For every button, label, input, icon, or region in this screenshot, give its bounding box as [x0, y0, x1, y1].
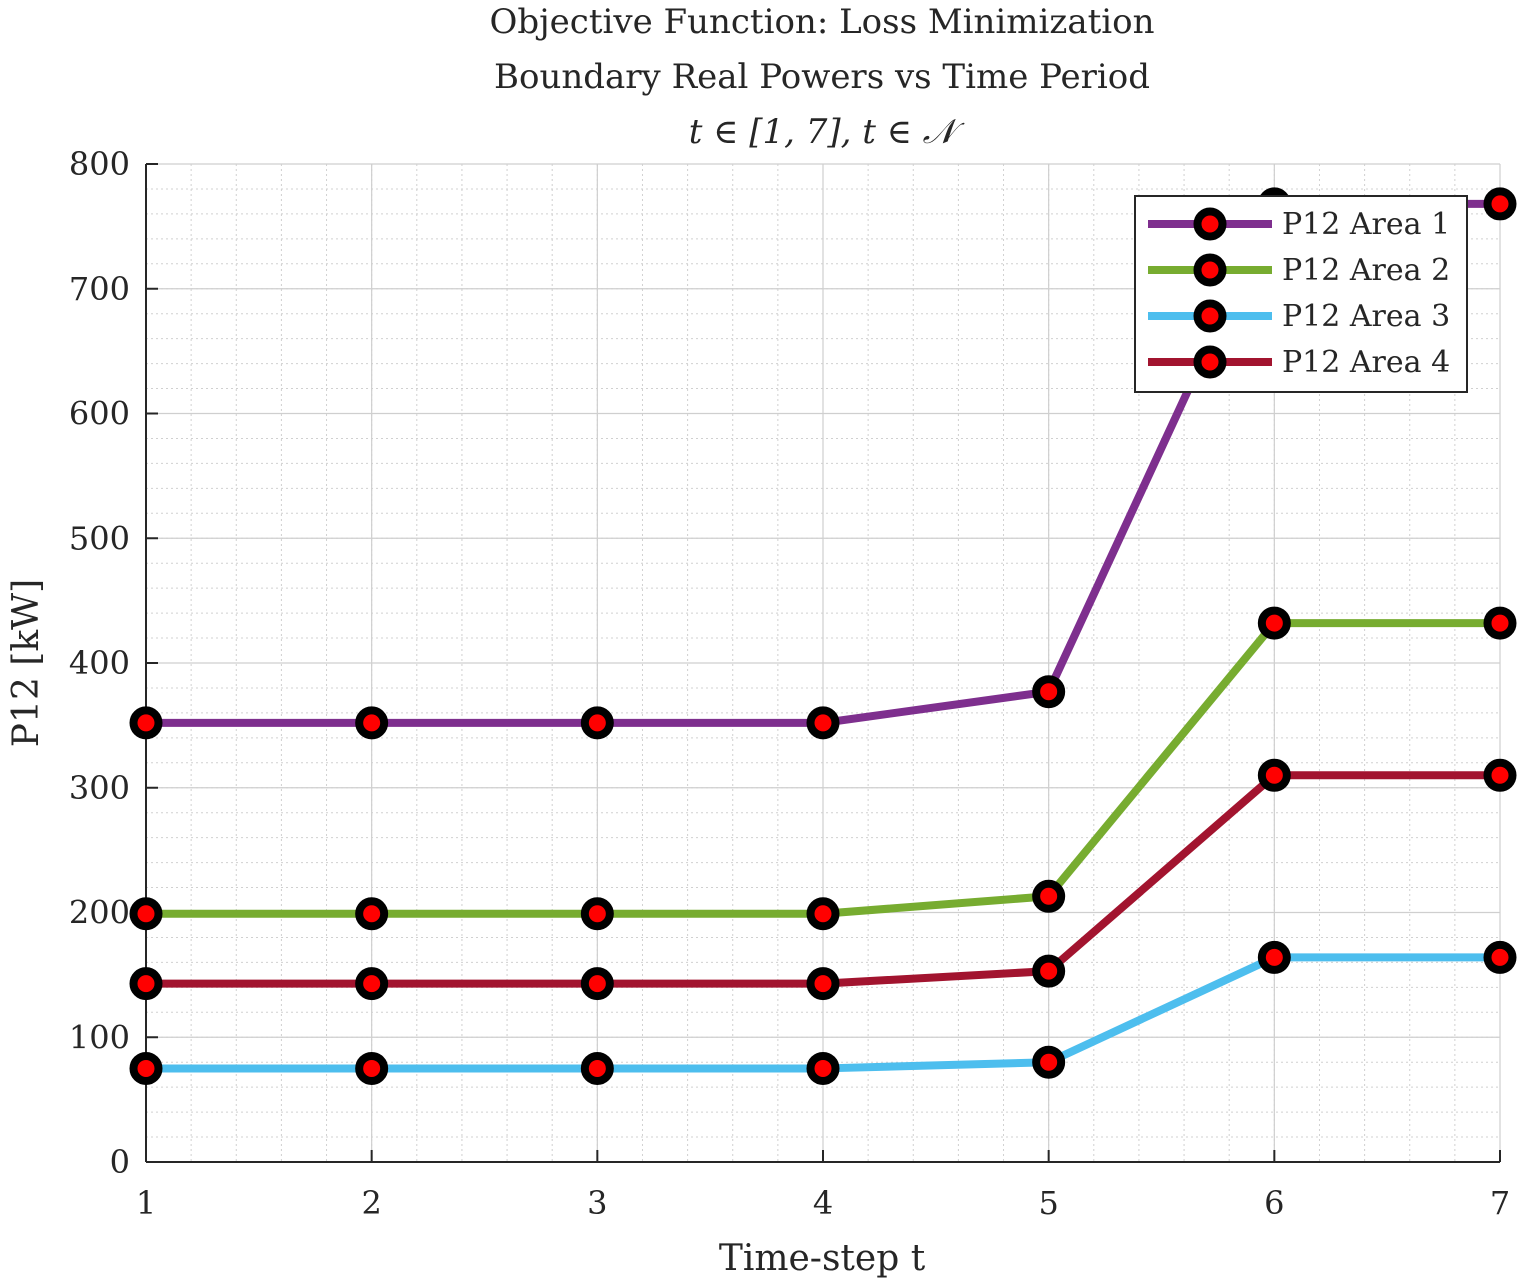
data-point-area-1 [129, 706, 163, 740]
data-point-area-3 [355, 1051, 389, 1085]
data-point-area-4 [1032, 954, 1066, 988]
legend-marker-2 [1193, 253, 1227, 287]
legend-label-1: P12 Area 1 [1282, 207, 1450, 242]
y-tick-label: 100 [69, 1018, 130, 1056]
data-point-area-3 [580, 1051, 614, 1085]
legend-marker-3 [1193, 299, 1227, 333]
data-point-area-2 [1032, 879, 1066, 913]
data-point-area-2 [580, 897, 614, 931]
data-point-area-4 [1257, 758, 1291, 792]
x-tick-label: 4 [813, 1184, 833, 1222]
y-tick-label: 500 [69, 519, 130, 557]
major-grid [145, 163, 1501, 1163]
data-point-area-3 [806, 1051, 840, 1085]
x-tick-label: 7 [1490, 1184, 1510, 1222]
legend-label-3: P12 Area 3 [1282, 299, 1450, 334]
data-point-area-4 [129, 967, 163, 1001]
data-point-area-2 [1257, 606, 1291, 640]
data-point-area-4 [806, 967, 840, 1001]
y-tick-label: 700 [69, 270, 130, 308]
data-point-area-2 [129, 897, 163, 931]
axes: 1 2 3 4 5 6 7 0 100 200 300 400 500 600 700 800 [69, 145, 1510, 1222]
x-tick-label: 2 [361, 1184, 381, 1222]
data-point-area-3 [1032, 1045, 1066, 1079]
y-tick-label: 800 [69, 145, 130, 183]
legend-label-2: P12 Area 2 [1282, 253, 1450, 288]
data-point-area-1 [580, 706, 614, 740]
chart-title-line-3: t ∈ [1, 7], t ∈ 𝒩 [689, 112, 966, 152]
legend-marker-1 [1193, 207, 1227, 241]
chart-title-line-2: Boundary Real Powers vs Time Period [494, 57, 1150, 97]
x-tick-label: 3 [587, 1184, 607, 1222]
x-tick-label: 6 [1264, 1184, 1284, 1222]
data-point-area-3 [1483, 940, 1517, 974]
data-point-area-1 [806, 706, 840, 740]
x-axis-label: Time-step t [719, 1238, 926, 1279]
data-point-area-3 [1257, 940, 1291, 974]
y-tick-label: 600 [69, 395, 130, 433]
data-point-area-1 [355, 706, 389, 740]
legend: P12 Area 1 P12 Area 2 P12 Area 3 P12 Area 4 [1134, 195, 1468, 393]
series-layer [129, 187, 1517, 1085]
data-point-area-2 [1483, 606, 1517, 640]
data-point-area-4 [580, 967, 614, 1001]
data-point-area-2 [355, 897, 389, 931]
y-tick-label: 200 [69, 894, 130, 932]
data-point-area-1 [1483, 187, 1517, 221]
legend-label-4: P12 Area 4 [1282, 345, 1450, 380]
y-tick-label: 400 [69, 644, 130, 682]
legend-marker-4 [1193, 345, 1227, 379]
data-point-area-4 [1483, 758, 1517, 792]
data-point-area-4 [355, 967, 389, 1001]
x-tick-label: 1 [136, 1184, 156, 1222]
data-point-area-2 [806, 897, 840, 931]
data-point-area-3 [129, 1051, 163, 1085]
y-tick-label: 300 [69, 769, 130, 807]
y-tick-label: 0 [110, 1143, 130, 1181]
y-axis-label: P12 [kW] [6, 579, 47, 747]
x-tick-label: 5 [1038, 1184, 1058, 1222]
chart-title-line-1: Objective Function: Loss Minimization [489, 2, 1154, 42]
data-point-area-1 [1032, 675, 1066, 709]
